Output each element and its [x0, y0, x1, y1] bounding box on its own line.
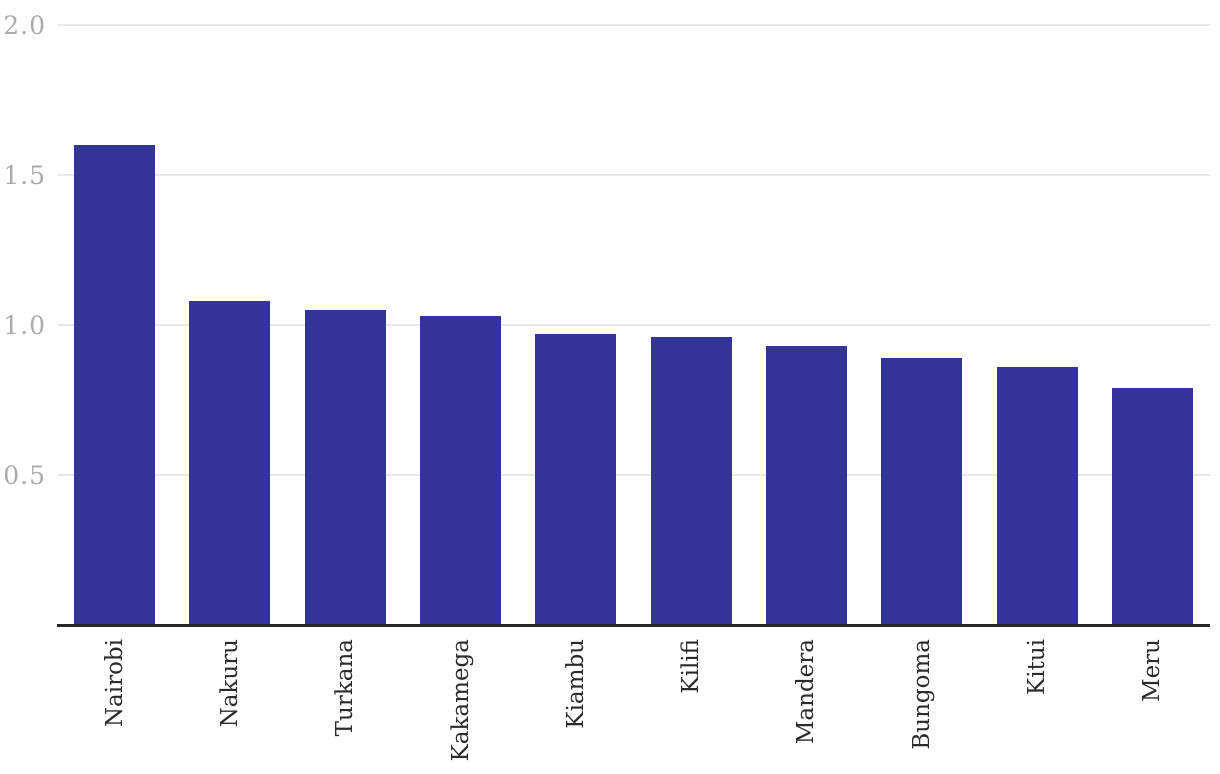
bar-slot [172, 25, 287, 625]
x-axis-label-kiambu: Kiambu [562, 639, 589, 729]
x-axis-tick-cell: Kakamega [403, 639, 518, 774]
bar-meru [1111, 388, 1193, 625]
bar-nakuru [189, 301, 271, 625]
gridline [57, 324, 1210, 326]
x-axis-label-bungoma: Bungoma [908, 639, 935, 750]
bar-kilifi [650, 337, 732, 625]
x-axis-tick-cell: Kiambu [518, 639, 633, 774]
x-axis-tick-cell: Meru [1095, 639, 1210, 774]
x-axis-label-kitui: Kitui [1024, 639, 1051, 695]
y-axis-tick-label: 0.5 [3, 461, 46, 490]
bar-slot [749, 25, 864, 625]
bar-slot [57, 25, 172, 625]
gridline [57, 174, 1210, 176]
x-axis-label-nakuru: Nakuru [216, 639, 243, 728]
bar-bungoma [881, 358, 963, 625]
x-axis-tick-cell: Nairobi [57, 639, 172, 774]
bar-slot [864, 25, 979, 625]
x-axis-label-meru: Meru [1139, 639, 1166, 702]
x-axis-labels: Nairobi Nakuru Turkana Kakamega Kiambu Kilifi… [57, 639, 1210, 774]
bars-row [57, 25, 1210, 625]
bar-kakamega [420, 316, 502, 625]
bar-slot [979, 25, 1094, 625]
x-axis-label-mandera: Mandera [793, 639, 820, 745]
bar-slot [403, 25, 518, 625]
x-axis-tick-cell: Kitui [979, 639, 1094, 774]
x-axis-label-nairobi: Nairobi [101, 639, 128, 728]
x-axis-tick-cell: Nakuru [172, 639, 287, 774]
y-axis-tick-label: 1.5 [3, 161, 46, 190]
y-axis-tick-label: 1.0 [3, 311, 46, 340]
x-axis-tick-cell: Kilifi [633, 639, 748, 774]
x-axis-tick-cell: Bungoma [864, 639, 979, 774]
x-axis-line [57, 624, 1210, 627]
bar-mandera [765, 346, 847, 625]
x-axis-label-kakamega: Kakamega [447, 639, 474, 762]
bar-kitui [996, 367, 1078, 625]
bar-turkana [304, 310, 386, 625]
bar-nairobi [74, 145, 156, 625]
x-axis-label-kilifi: Kilifi [678, 639, 705, 694]
bar-slot [633, 25, 748, 625]
bar-kiambu [535, 334, 617, 625]
y-axis-tick-label: 2.0 [3, 11, 46, 40]
plot-area [57, 24, 1210, 627]
bar-slot [1095, 25, 1210, 625]
x-axis-tick-cell: Turkana [288, 639, 403, 774]
gridline [57, 474, 1210, 476]
x-axis-label-turkana: Turkana [332, 639, 359, 737]
gridline [57, 24, 1210, 26]
bar-slot [518, 25, 633, 625]
x-axis-tick-cell: Mandera [749, 639, 864, 774]
bar-slot [288, 25, 403, 625]
